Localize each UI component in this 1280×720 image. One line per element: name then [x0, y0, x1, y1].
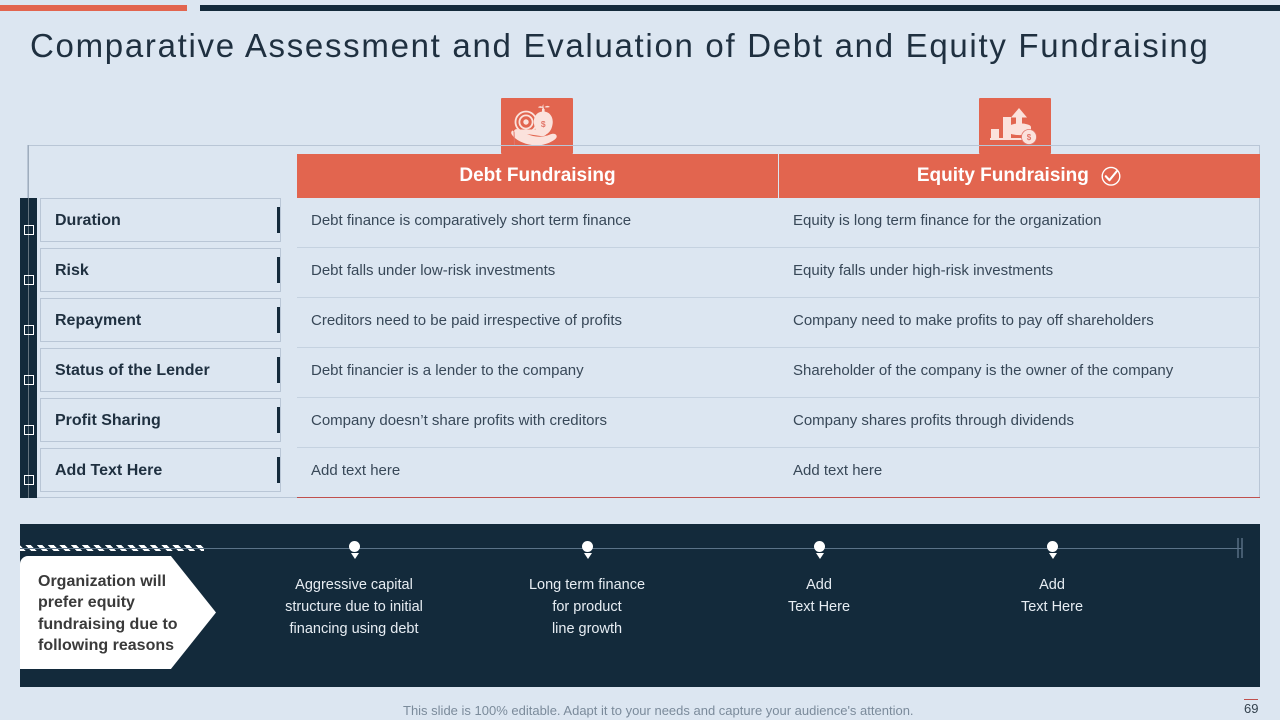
svg-text:$: $ — [541, 119, 546, 129]
svg-text:$: $ — [1027, 133, 1032, 142]
